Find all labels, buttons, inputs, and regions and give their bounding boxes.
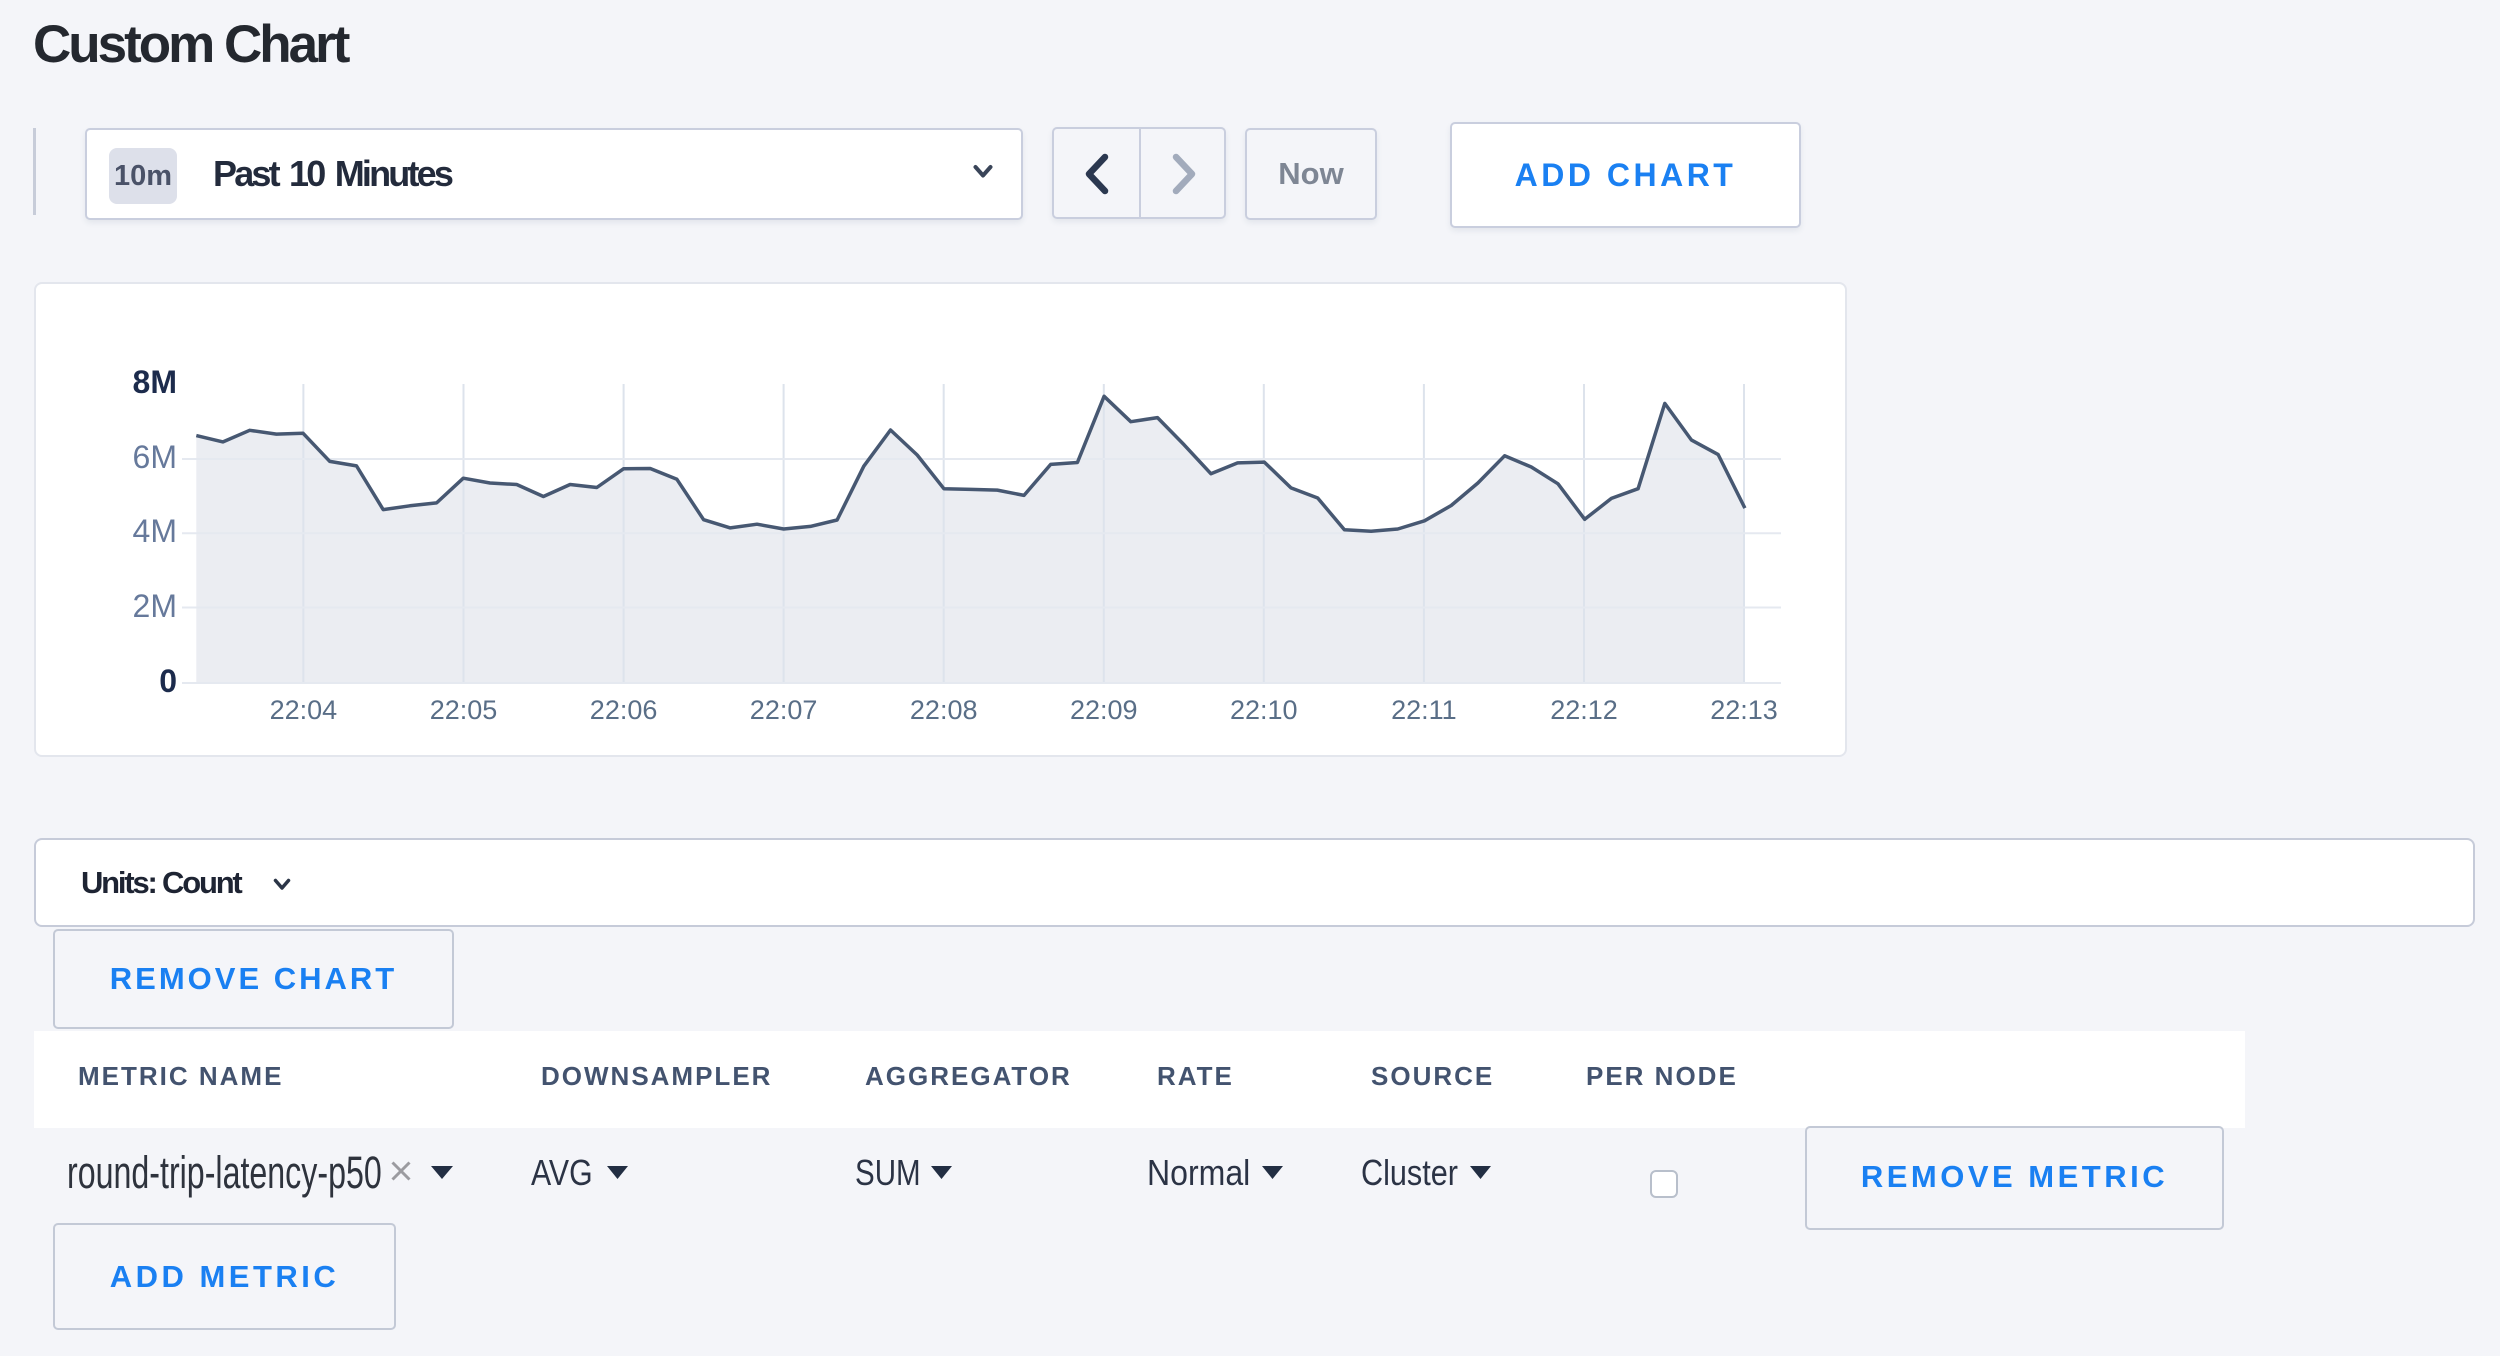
svg-text:22:11: 22:11	[1391, 695, 1457, 725]
svg-text:22:04: 22:04	[270, 695, 338, 725]
svg-text:2M: 2M	[133, 588, 177, 624]
svg-text:22:13: 22:13	[1710, 695, 1778, 725]
svg-text:6M: 6M	[133, 439, 177, 475]
svg-text:0: 0	[159, 663, 177, 699]
svg-text:4M: 4M	[133, 513, 177, 549]
svg-text:22:09: 22:09	[1070, 695, 1138, 725]
svg-text:8M: 8M	[133, 364, 177, 400]
svg-text:22:07: 22:07	[750, 695, 818, 725]
svg-text:22:12: 22:12	[1550, 695, 1618, 725]
svg-text:22:08: 22:08	[910, 695, 978, 725]
svg-text:22:05: 22:05	[430, 695, 498, 725]
svg-text:22:10: 22:10	[1230, 695, 1298, 725]
svg-text:22:06: 22:06	[590, 695, 658, 725]
